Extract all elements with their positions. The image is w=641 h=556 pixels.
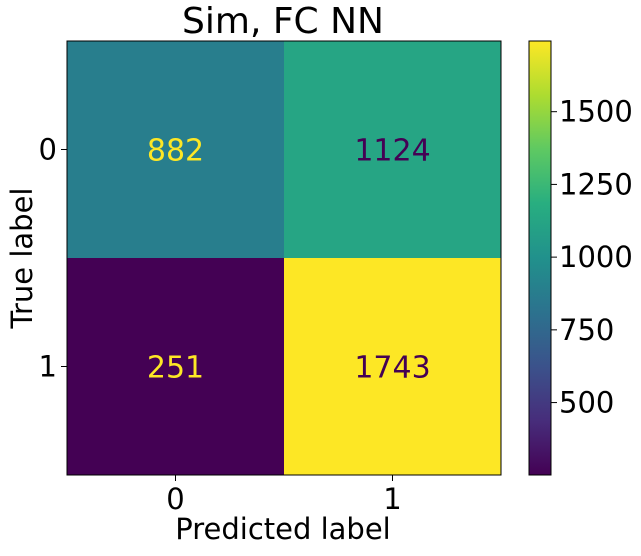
cell-value-label-0-1: 1124 xyxy=(354,134,430,169)
cell-value-label-1-1: 1743 xyxy=(354,351,430,386)
matrix-cell-0-0 xyxy=(67,41,284,258)
colorbar: 500 750 1000 1250 1500 xyxy=(528,40,633,476)
cell-value-label-1-0: 251 xyxy=(147,351,204,386)
y-tick-label-0: 0 xyxy=(39,133,57,167)
colorbar-tick-label-0: 500 xyxy=(559,386,614,420)
matrix-cell-1-0 xyxy=(67,258,284,475)
matrix-cell-0-1 xyxy=(284,41,501,258)
x-axis-label: Predicted label xyxy=(175,512,391,546)
colorbar-tick-label-2: 1000 xyxy=(559,240,633,274)
matrix-frame xyxy=(66,40,502,476)
cell-value-label-0-0: 882 xyxy=(147,134,204,169)
y-axis-label: True label xyxy=(5,188,39,330)
colorbar-tick-label-4: 1500 xyxy=(559,95,633,129)
matrix-cell-1-1 xyxy=(284,258,501,475)
y-tick-label-1: 1 xyxy=(39,350,57,384)
x-tick-label-1: 1 xyxy=(383,482,401,516)
matrix-cells: 882 1124 251 1743 xyxy=(66,40,502,476)
chart-title: Sim, FC NN xyxy=(182,1,384,42)
colorbar-gradient xyxy=(528,40,552,476)
axis-ticks: 0 1 0 1 xyxy=(39,133,402,517)
colorbar-tick-label-3: 1250 xyxy=(559,167,633,201)
colorbar-tick-label-1: 750 xyxy=(559,313,614,347)
x-tick-label-0: 0 xyxy=(166,482,184,516)
